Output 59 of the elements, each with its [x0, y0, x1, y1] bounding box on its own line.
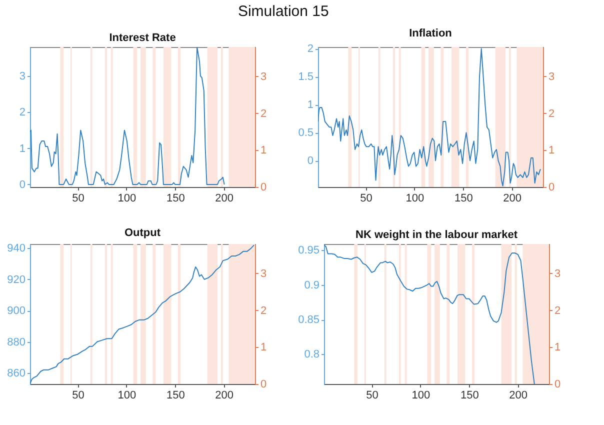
y2-tick-label: 2: [260, 108, 267, 120]
x-tick-label: 100: [412, 390, 430, 402]
y2-tick-label: 2: [548, 108, 555, 120]
x-tick-label: 200: [215, 192, 234, 204]
y-tick-label: 1: [19, 142, 26, 155]
y2-tick-label: 2: [554, 304, 561, 317]
y2-tick-label: 3: [554, 268, 561, 280]
y2-tick-label: 1: [548, 144, 555, 157]
y2-tick-label: 1: [260, 144, 267, 157]
y-tick-label: 1.5: [298, 71, 314, 84]
line-series: [318, 48, 541, 186]
y-tick-label: 880: [7, 336, 26, 348]
chart-title: Inflation: [409, 28, 452, 40]
y-tick-label: 0: [19, 178, 26, 191]
line-series: [30, 47, 225, 185]
x-tick-label: 150: [454, 192, 473, 204]
x-tick-label: 200: [503, 192, 522, 204]
line-series: [30, 244, 255, 384]
y-tick-label: 0.5: [298, 127, 314, 140]
x-tick-label: 50: [72, 390, 84, 402]
x-tick-label: 50: [72, 192, 84, 204]
y-tick-label: 860: [7, 367, 26, 380]
y-tick-label: 0: [307, 155, 314, 168]
y-tick-label: 0.8: [304, 348, 320, 361]
y-tick-label: 1: [307, 99, 314, 112]
y-tick-label: 2: [307, 43, 314, 56]
y-tick-label: 0.9: [304, 279, 320, 292]
y-tick-label: 2: [19, 106, 26, 119]
y2-tick-label: 0: [548, 182, 555, 194]
y-tick-label: 900: [7, 305, 26, 318]
x-tick-label: 100: [118, 192, 136, 204]
x-tick-label: 150: [166, 390, 185, 402]
y2-tick-label: 2: [260, 304, 267, 317]
x-tick-label: 150: [460, 390, 479, 402]
y2-tick-label: 1: [554, 342, 561, 354]
y2-tick-label: 3: [548, 70, 555, 83]
x-tick-label: 100: [406, 192, 424, 204]
y-tick-label: 0.95: [298, 244, 320, 257]
x-tick-label: 200: [215, 390, 234, 402]
y-tick-label: 3: [19, 70, 26, 82]
y2-tick-label: 3: [260, 268, 267, 280]
y-tick-label: 940: [7, 242, 26, 255]
chart-title: NK weight in the labour market: [356, 229, 518, 241]
y2-tick-label: 1: [260, 342, 267, 354]
y-tick-label: 920: [7, 274, 26, 286]
y-tick-label: 0.85: [298, 314, 320, 326]
x-tick-label: 50: [366, 390, 378, 402]
x-tick-label: 50: [360, 192, 372, 204]
y2-tick-label: 0: [260, 378, 267, 390]
x-tick-label: 150: [166, 192, 185, 204]
x-tick-label: 200: [509, 390, 528, 402]
y2-tick-label: 0: [554, 378, 561, 390]
chart-title: Interest Rate: [109, 32, 176, 44]
chart-title: Output: [124, 227, 161, 240]
text: Simulation 15: [238, 3, 329, 20]
y2-tick-label: 0: [260, 182, 267, 194]
line-series: [324, 244, 535, 384]
y2-tick-label: 3: [260, 70, 267, 83]
x-tick-label: 100: [118, 390, 136, 402]
